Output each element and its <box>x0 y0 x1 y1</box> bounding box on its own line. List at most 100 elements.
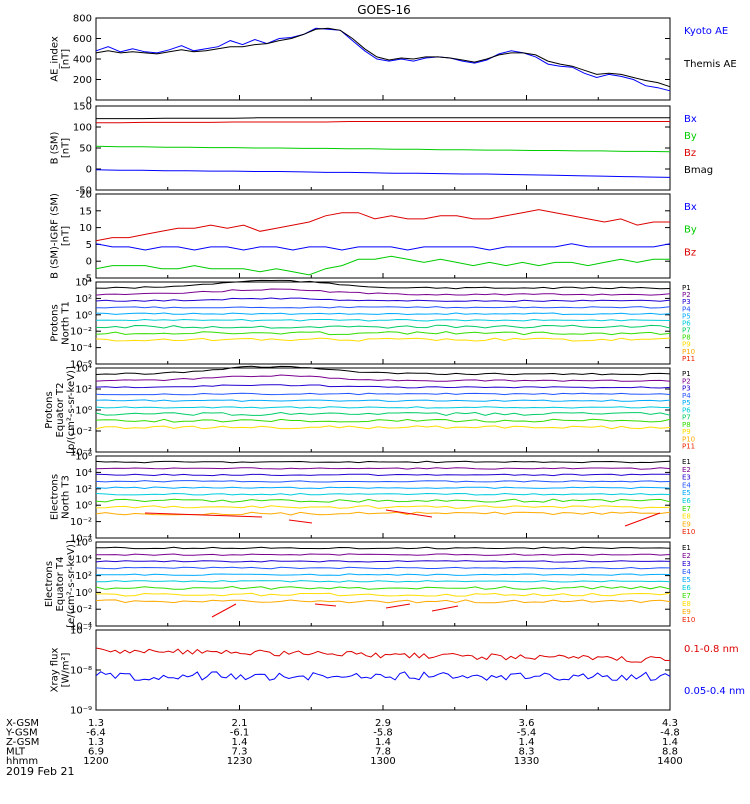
legend-b_sm-bz: Bz <box>684 148 696 159</box>
x-axis-tick-value: -5.8 <box>373 728 393 739</box>
panel-b_igrf: -5 0 5 10 15 20 B (SM)-IGRF (SM) [nT] Bx By Bz <box>50 190 697 285</box>
series-protons_t2-line-3 <box>95 384 671 389</box>
series-electrons_t3-line-7 <box>95 498 671 503</box>
legend-electrons_t3-e8: E8 <box>682 513 691 521</box>
panel-protons_t1-ytick-label: 10⁻⁴ <box>70 343 92 354</box>
panel-electrons_t4-ytick-label: 10⁶ <box>75 538 92 549</box>
x-axis-tick-value: 3.6 <box>519 718 535 729</box>
x-axis-tick-value: 1.3 <box>88 718 104 729</box>
panel-electrons_t3-ylabel: North T3 <box>61 475 72 519</box>
panel-b_sm-ylabel: B (SM) <box>50 131 61 164</box>
panel-xray-ylabel: Xray flux <box>50 648 61 693</box>
panel-b_igrf-ytick-label: 0 <box>86 257 92 268</box>
legend-protons_t1-p9: P9 <box>682 341 691 349</box>
panel-xray: 10⁻⁹ 10⁻⁸ 10⁻⁷ Xray flux [W/m²] 0.1-0.8 nm 0.0… <box>50 626 746 717</box>
legend-ae-kyoto-ae: Kyoto AE <box>684 26 728 37</box>
panel-electrons_t4-ylabel: Equator T4 <box>55 557 66 612</box>
series-ae-themis-ae <box>95 27 671 88</box>
series-electrons_t3-line-3 <box>95 473 671 477</box>
panel-electrons_t4-ytick-label: 10⁴ <box>75 554 92 565</box>
legend-protons_t1-p7: P7 <box>682 327 691 335</box>
legend-electrons_t4-e5: E5 <box>682 576 691 584</box>
x-axis-tick-value: 2.9 <box>375 718 391 729</box>
x-axis-tick-value: -5.4 <box>517 728 537 739</box>
series-protons_t2-line-6 <box>95 406 671 409</box>
series-electrons_t3-line-6 <box>95 492 671 496</box>
series-electrons_t3-sparse-2 <box>288 519 313 524</box>
panel-xray-ytick-label: 10⁻⁹ <box>70 706 92 717</box>
series-electrons_t4-sparse-3 <box>385 603 411 609</box>
legend-electrons_t4-e9: E9 <box>682 608 691 616</box>
legend-electrons_t3-e3: E3 <box>682 474 691 482</box>
series-electrons_t4-line-4 <box>95 566 671 570</box>
panel-b_igrf-ytick-label: 15 <box>79 206 92 217</box>
panel-b_igrf-ytick-label: 10 <box>79 223 92 234</box>
legend-protons_t1-p8: P8 <box>682 334 691 342</box>
legend-protons_t2-p6: P6 <box>682 406 691 414</box>
panel-b_sm-ytick-label: 150 <box>73 102 92 113</box>
series-electrons_t4-line-3 <box>95 560 671 563</box>
series-electrons_t3-line-8 <box>95 505 671 509</box>
x-axis-tick-value: 4.3 <box>662 718 678 729</box>
legend-b_igrf-by: By <box>684 225 697 236</box>
legend-b_igrf-bx: Bx <box>684 202 697 213</box>
panel-protons_t1-ylabel: North T1 <box>61 301 72 345</box>
legend-protons_t2-p9: P9 <box>682 428 691 436</box>
series-b_sm-by <box>95 145 671 153</box>
legend-protons_t1-p4: P4 <box>682 305 691 313</box>
series-protons_t2-line-4 <box>95 392 671 396</box>
series-electrons_t3-sparse-4 <box>624 512 661 527</box>
x-axis-tick-value: 1.4 <box>662 737 678 748</box>
panel-b_igrf-ytick-label: 5 <box>86 240 92 251</box>
panel-protons_t2-ytick-label: 10⁻² <box>70 427 92 438</box>
panel-protons_t2-ylabel: Equator T2 <box>55 383 66 438</box>
x-axis-row-label: hhmm <box>6 756 38 767</box>
legend-protons_t1-p6: P6 <box>682 319 691 327</box>
panel-electrons_t3-ytick-label: 10⁶ <box>75 452 92 463</box>
series-electrons_t4-line-2 <box>96 553 671 556</box>
panel-electrons_t3-ytick-label: 10⁻² <box>70 517 92 528</box>
x-axis-tick-value: 1.3 <box>88 737 104 748</box>
x-axis-tick-value: 1.4 <box>519 737 535 748</box>
legend-protons_t2-p5: P5 <box>682 399 691 407</box>
x-axis-tick-value: 7.8 <box>375 747 391 758</box>
legend-xray-0-05-0-4-nm: 0.05-0.4 nm <box>684 686 745 697</box>
x-axis-tick-value: -4.8 <box>660 728 680 739</box>
legend-protons_t2-p1: P1 <box>682 370 691 378</box>
panel-protons_t1-ylabel: Protons <box>50 304 61 341</box>
x-axis-row-label: MLT <box>6 747 26 758</box>
panel-b_igrf-ytick-label: 20 <box>79 190 92 201</box>
panel-b_sm: -50 0 50 100 150 B (SM) [nT] Bx By Bz Bmag <box>50 102 714 197</box>
series-electrons_t3-line-2 <box>95 467 671 470</box>
panel-protons_t1-ytick-label: 10² <box>75 294 92 305</box>
x-axis-tick-value: 8.8 <box>662 747 678 758</box>
panel-protons_t2-ytick-label: 10⁰ <box>75 406 92 417</box>
panel-b_igrf-ylabel: [nT] <box>61 226 72 246</box>
panel-b_sm-ytick-label: 100 <box>73 123 92 134</box>
panel-electrons_t4-ytick-label: 10⁻² <box>70 605 92 616</box>
x-axis-tick-value: 6.9 <box>88 747 104 758</box>
legend-electrons_t3-e2: E2 <box>682 466 691 474</box>
series-electrons_t3-sparse-3 <box>385 509 433 518</box>
series-electrons_t4-sparse-1 <box>211 603 237 618</box>
x-axis-row-label: Y-GSM <box>5 728 38 739</box>
series-protons_t1-line-7 <box>95 324 671 329</box>
panel-electrons_t4-ylabel: Electrons <box>44 561 55 607</box>
legend-protons_t1-p3: P3 <box>682 298 691 306</box>
legend-protons_t2-p3: P3 <box>682 385 691 393</box>
series-protons_t1-line-6 <box>95 318 671 322</box>
panel-electrons_t4-ytick-label: 10² <box>75 571 92 582</box>
panel-b_sm-ytick-label: 0 <box>86 165 92 176</box>
x-axis-tick-value: 1.4 <box>375 737 391 748</box>
series-electrons_t3-line-5 <box>95 486 671 490</box>
panel-protons_t2-ylabel: [p/(cm²-s-sr-keV)] <box>66 366 77 454</box>
series-electrons_t4-line-9 <box>95 599 671 604</box>
series-electrons_t3-line-1 <box>95 460 671 464</box>
legend-electrons_t4-e2: E2 <box>682 552 691 560</box>
panel-ae-ytick-label: 800 <box>73 14 92 25</box>
panel-xray-ytick-label: 10⁻⁷ <box>70 626 92 637</box>
legend-electrons_t3-e10: E10 <box>682 528 695 536</box>
panel-electrons_t4-ytick-label: 10⁰ <box>75 588 92 599</box>
